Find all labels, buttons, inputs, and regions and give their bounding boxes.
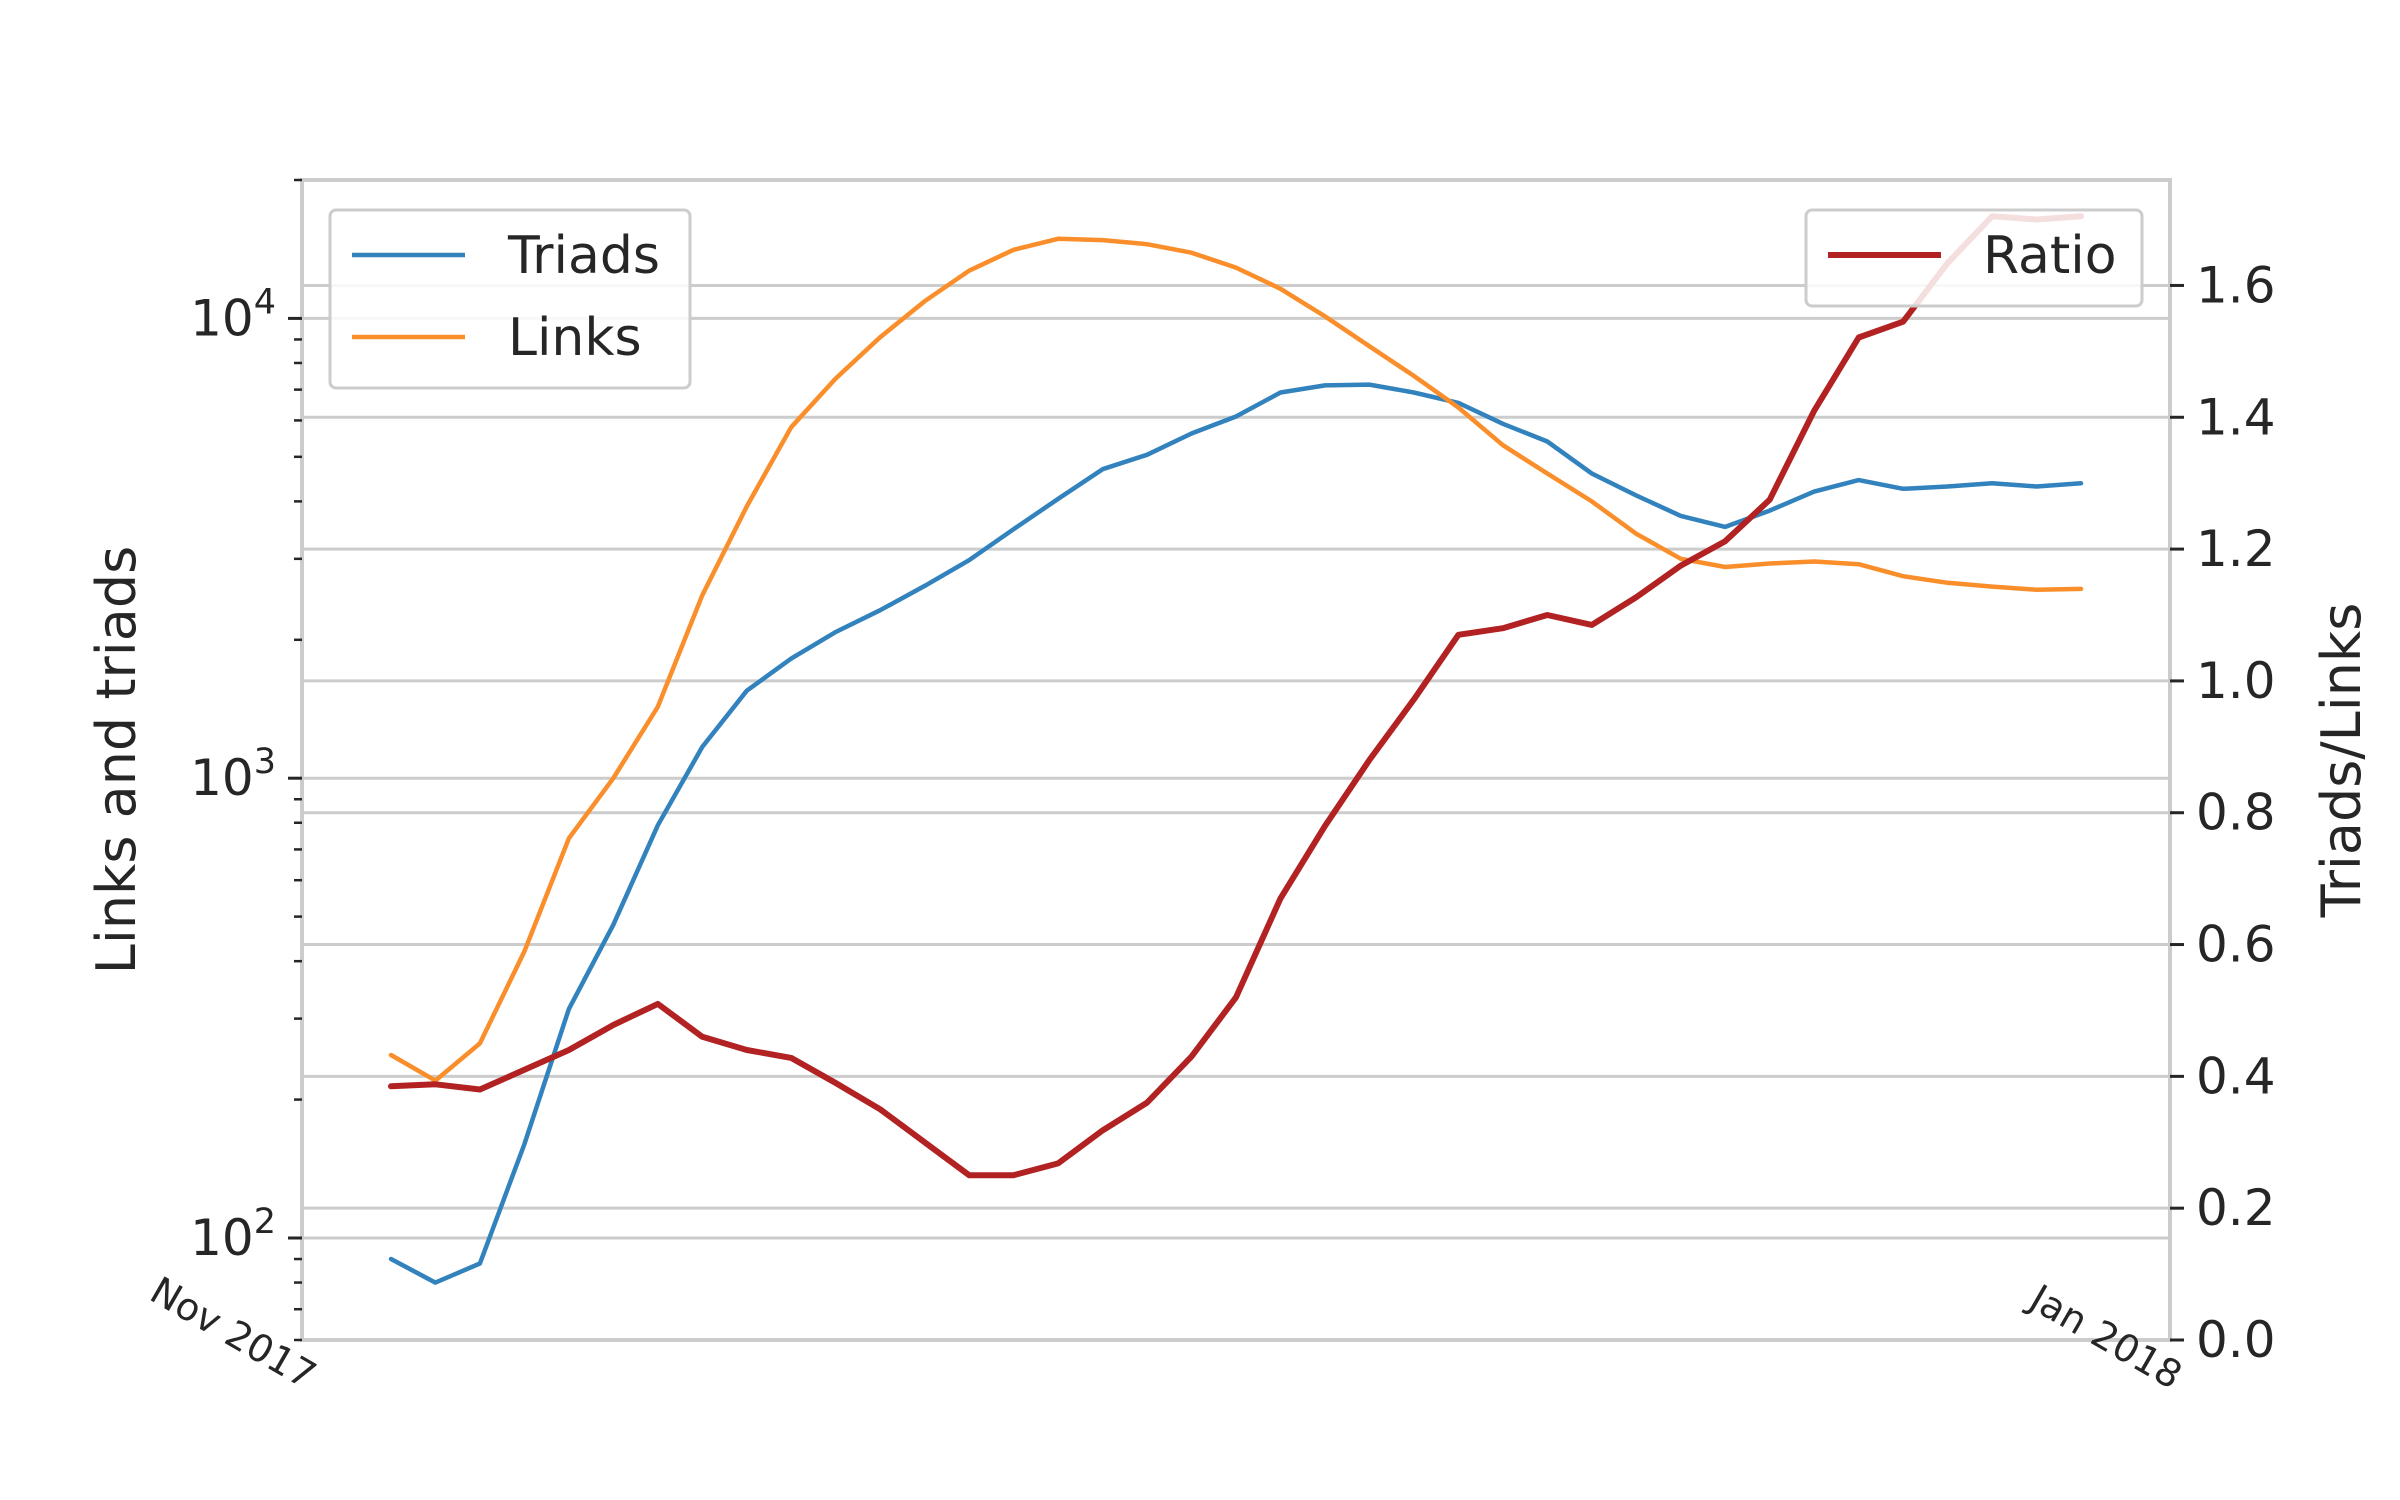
legends: Triads Links Ratio (328, 208, 2144, 390)
legend-entry-triads: Triads (507, 226, 660, 286)
series-line-triads (388, 382, 2084, 1285)
y-left-tick-exponent: 3 (254, 742, 276, 782)
y-left-tick-exponent: 4 (254, 282, 276, 322)
y-right-tick-label: 0.2 (2196, 1179, 2276, 1237)
legend-entry-ratio: Ratio (1983, 226, 2117, 286)
y-left-tick-base: 10 (190, 289, 254, 347)
y-left-tick-base: 10 (190, 1209, 254, 1267)
y-right-tick-label: 1.4 (2196, 388, 2276, 446)
y-left-tick-exponent: 2 (254, 1202, 276, 1242)
legend-entry-links: Links (508, 308, 642, 368)
y-left-tick-label: 104 (190, 282, 276, 347)
y-left-tick-base: 10 (190, 749, 254, 807)
y-right-tick-label: 1.2 (2196, 520, 2276, 578)
y-left-tick-label: 103 (190, 742, 276, 807)
y-left-tick-label: 102 (190, 1202, 276, 1267)
y-left-axis-label: Links and triads (85, 546, 148, 975)
series-line-ratio (388, 213, 2084, 1179)
y-right-tick-label: 1.6 (2196, 256, 2276, 314)
y-right-tick-label: 0.0 (2196, 1311, 2276, 1369)
y-right-tick-label: 1.0 (2196, 652, 2276, 710)
legend-right-box (1804, 208, 2144, 308)
y-right-axis-label: Triads/Links (2310, 603, 2373, 919)
plot-frame (300, 178, 2172, 1342)
y-right-tick-label: 0.4 (2196, 1047, 2276, 1105)
series-lines (388, 213, 2084, 1285)
y-right-tick-label: 0.6 (2196, 916, 2276, 974)
y-right-tick-label: 0.8 (2196, 784, 2276, 842)
series-line-links (388, 236, 2084, 1083)
